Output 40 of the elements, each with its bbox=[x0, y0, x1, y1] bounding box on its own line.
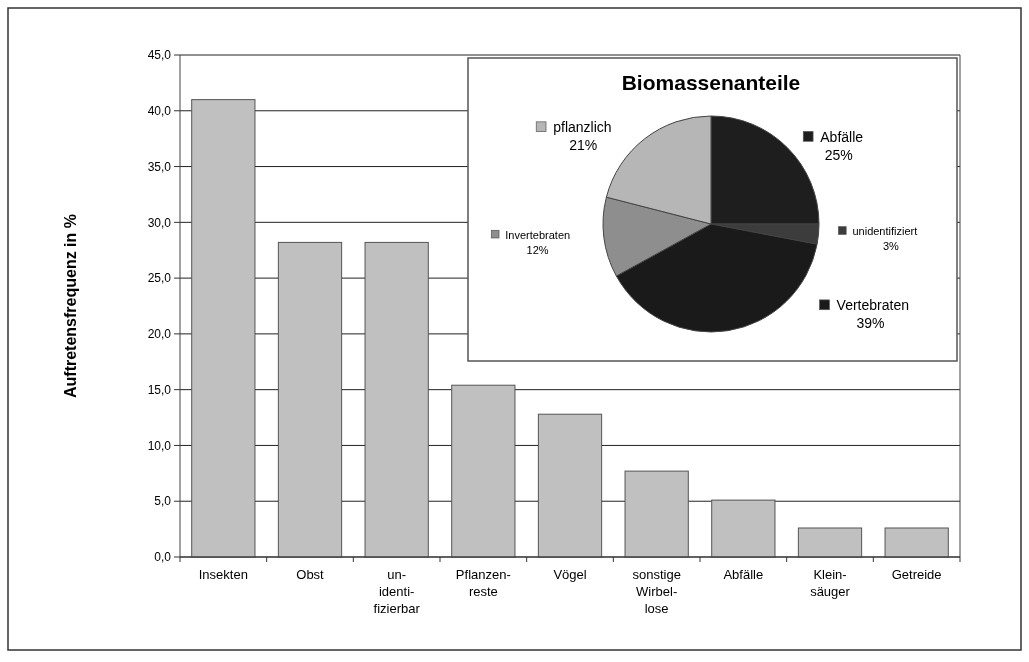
bar bbox=[884, 527, 949, 558]
x-tick-label: Klein- säuger bbox=[810, 567, 851, 599]
data-label: 39% bbox=[856, 315, 885, 332]
legend-label: Vertebraten bbox=[836, 297, 909, 314]
x-tick-label: Pflanzen- reste bbox=[455, 567, 511, 599]
bar bbox=[451, 384, 516, 558]
y-tick-label: 10,0 bbox=[147, 438, 172, 453]
y-tick-label: 40,0 bbox=[147, 103, 172, 118]
y-tick-label: 25,0 bbox=[147, 271, 172, 286]
x-tick-label: Getreide bbox=[891, 567, 942, 582]
x-tick-label: Insekten bbox=[198, 567, 248, 582]
bar bbox=[797, 527, 863, 558]
bar bbox=[277, 241, 343, 558]
bar bbox=[191, 99, 256, 558]
y-tick-label: 5,0 bbox=[154, 494, 172, 509]
legend-label: Invertebraten bbox=[505, 228, 571, 241]
y-tick-label: 20,0 bbox=[147, 327, 172, 342]
bar bbox=[537, 413, 603, 558]
data-label: 3% bbox=[882, 239, 899, 252]
x-tick-label: Obst bbox=[296, 567, 325, 582]
x-tick-label: Abfälle bbox=[723, 567, 764, 582]
x-tick-label: un- identi- fizierbar bbox=[373, 567, 421, 616]
y-tick-label: 35,0 bbox=[147, 159, 172, 174]
y-axis-title: Auftretensfrequenz in % bbox=[62, 213, 79, 399]
x-tick-label: Vögel bbox=[553, 567, 587, 582]
y-tick-label: 45,0 bbox=[147, 48, 172, 63]
y-tick-label: 0,0 bbox=[154, 550, 172, 565]
y-tick-label: 30,0 bbox=[147, 215, 172, 230]
y-tick-label: 15,0 bbox=[147, 382, 172, 397]
legend-label: Abfälle bbox=[820, 128, 864, 145]
legend-label: pflanzlich bbox=[553, 119, 612, 136]
x-tick-label: sonstige Wirbel- lose bbox=[632, 567, 681, 616]
bar bbox=[624, 470, 689, 558]
data-label: 21% bbox=[569, 137, 598, 154]
bar bbox=[364, 241, 429, 558]
text: Biomassenanteile bbox=[621, 71, 801, 94]
data-label: 25% bbox=[824, 146, 853, 163]
legend-label: unidentifiziert bbox=[852, 224, 918, 237]
bar bbox=[711, 499, 776, 558]
data-label: 12% bbox=[526, 243, 549, 256]
